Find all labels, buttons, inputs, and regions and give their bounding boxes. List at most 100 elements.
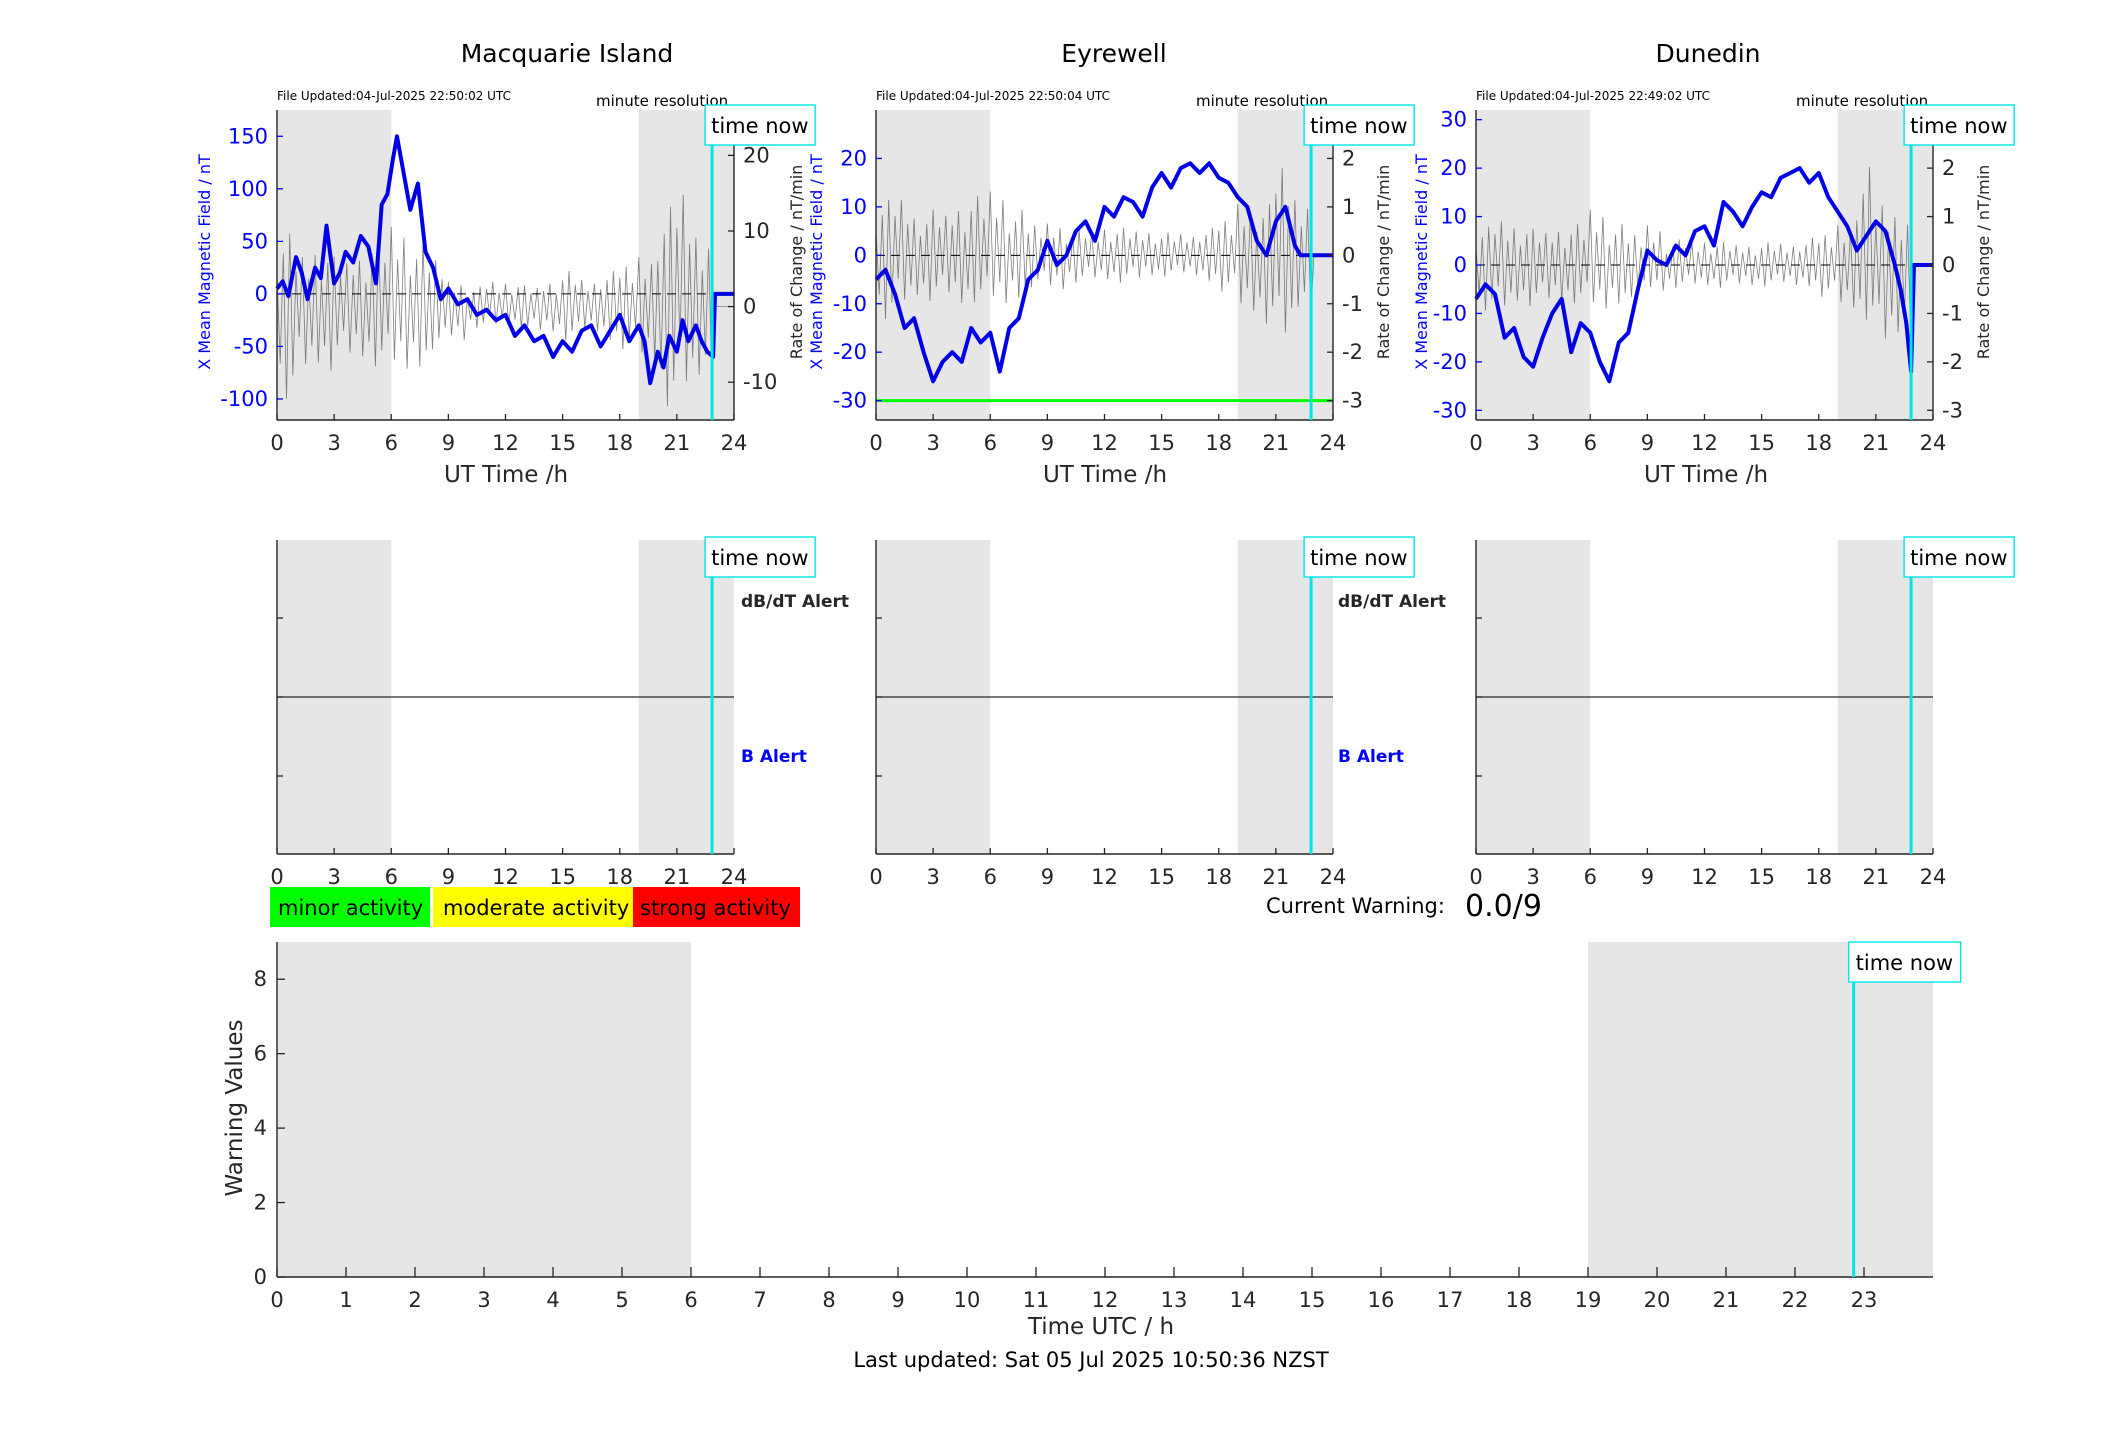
x-tick-label: 12 [492,865,519,889]
dbdt-alert-label-macquarie: dB/dT Alert [741,592,849,612]
x-tick-label: 12 [1092,1288,1119,1312]
x-tick-label: 9 [442,865,455,889]
y-tick-label: 8 [254,967,267,991]
x-tick-label: 9 [442,431,455,455]
y-tick-label-right: 2 [1342,146,1355,170]
legend-minor-swatch [270,887,430,927]
xlabel-dunedin: UT Time /h [1644,462,1768,488]
x-tick-label: 24 [1920,865,1947,889]
file-updated-eyrewell: File Updated:04-Jul-2025 22:50:04 UTC [876,89,1110,103]
warning-values-chart: 0 1 2 3 4 5 6 7 8 9 10 11 12 13 14 15 16 17 18 19 20 21 22 2302… [254,941,1962,1312]
x-tick-label: 6 [984,431,997,455]
ylabel-left-eyrewell: X Mean Magnetic Field / nT [807,154,826,370]
y-tick-label-right: 0 [743,295,756,319]
x-tick-label: 6 [684,1288,697,1312]
b-alert-label-eyrewell: B Alert [1338,747,1404,767]
x-tick-label: 10 [954,1288,981,1312]
last-updated: Last updated: Sat 05 Jul 2025 10:50:36 N… [853,1348,1329,1372]
field-series-line [275,134,734,386]
x-tick-label: 6 [1584,431,1597,455]
x-tick-label: 6 [1584,865,1597,889]
y-tick-label-left: -10 [1433,301,1467,325]
y-tick-label-right: -3 [1342,389,1363,413]
y-tick-label: 6 [254,1042,267,1066]
y-tick-label-right: 0 [1942,253,1955,277]
ylabel-right-eyrewell: Rate of Change / nT/min [1374,165,1393,360]
legend-strong-label: strong activity [640,896,791,920]
x-tick-label: 18 [1805,865,1832,889]
b-alert-label-macquarie: B Alert [741,747,807,767]
y-tick-label-right: -2 [1942,350,1963,374]
x-tick-label: 3 [477,1288,490,1312]
time-now-label: time now [1310,114,1407,138]
field-series-line [874,161,1333,384]
y-tick-label-left: 20 [840,146,867,170]
minute-resolution-macquarie: minute resolution [596,92,728,110]
y-tick-label-left: -20 [1433,350,1467,374]
x-tick-label: 21 [1263,431,1290,455]
ylabel-warning: Warning Values [222,1019,248,1196]
time-now-label: time now [711,546,808,570]
x-tick-label: 9 [1641,431,1654,455]
x-tick-label: 19 [1575,1288,1602,1312]
rate-of-change-line [875,167,1330,333]
y-tick-label-left: 10 [1440,205,1467,229]
x-tick-label: 15 [1148,865,1175,889]
x-tick-label: 9 [1641,865,1654,889]
x-tick-label: 16 [1368,1288,1395,1312]
field-series-line [1474,166,1933,384]
macquarie-alert-panel: 0 3 6 9 12 15 18 21 24 time now [270,536,816,889]
legend-strong-swatch [633,887,800,927]
night-shade [1237,110,1333,420]
rate-of-change-line [1475,166,1930,343]
x-tick-label: 20 [1644,1288,1671,1312]
x-tick-label: 24 [1320,431,1347,455]
activity-legend: minor activity moderate activity strong … [270,887,800,927]
y-tick-label-right: 2 [1942,156,1955,180]
x-tick-label: 2 [408,1288,421,1312]
x-tick-label: 23 [1851,1288,1878,1312]
y-tick-label-right: -3 [1942,398,1963,422]
x-tick-label: 12 [1691,431,1718,455]
x-tick-label: 13 [1161,1288,1188,1312]
y-tick-label-left: 10 [840,195,867,219]
y-tick-label-left: 0 [255,282,268,306]
x-tick-label: 21 [664,865,691,889]
x-tick-label: 6 [984,865,997,889]
x-tick-label: 18 [1805,431,1832,455]
x-tick-label: 3 [327,431,340,455]
rate-of-change-line [276,194,731,407]
x-tick-label: 17 [1437,1288,1464,1312]
x-tick-label: 12 [492,431,519,455]
title-dunedin: Dunedin [1656,39,1761,68]
x-tick-label: 24 [1320,865,1347,889]
x-tick-label: 0 [270,865,283,889]
x-tick-label: 15 [1148,431,1175,455]
macquarie-field-chart: 0 3 6 9 12 15 18 21 24-100-50050100150-1001020ti… [220,104,816,455]
y-tick-label-left: 50 [241,229,268,253]
time-now-box [1303,104,1415,146]
time-now-box [1903,104,2015,146]
x-tick-label: 11 [1023,1288,1050,1312]
x-tick-label: 0 [270,431,283,455]
x-tick-label: 22 [1782,1288,1809,1312]
y-tick-label-left: 100 [228,177,268,201]
x-tick-label: 24 [721,865,748,889]
legend-moderate-swatch [433,887,633,927]
x-tick-label: 21 [1713,1288,1740,1312]
x-tick-label: 7 [753,1288,766,1312]
x-tick-label: 15 [1748,431,1775,455]
x-tick-label: 5 [615,1288,628,1312]
ylabel-right-macquarie: Rate of Change / nT/min [787,165,806,360]
x-tick-label: 18 [606,865,633,889]
x-tick-label: 24 [1920,431,1947,455]
y-tick-label-left: 0 [1454,253,1467,277]
eyrewell-alert-panel: 0 3 6 9 12 15 18 21 24 time now [869,536,1415,889]
x-tick-label: 9 [1041,431,1054,455]
y-tick-label-left: 0 [854,243,867,267]
x-tick-label: 21 [1863,431,1890,455]
x-tick-label: 3 [1526,431,1539,455]
y-tick-label-left: -20 [833,340,867,364]
ylabel-left-macquarie: X Mean Magnetic Field / nT [195,154,214,370]
y-tick-label-right: 20 [743,143,770,167]
